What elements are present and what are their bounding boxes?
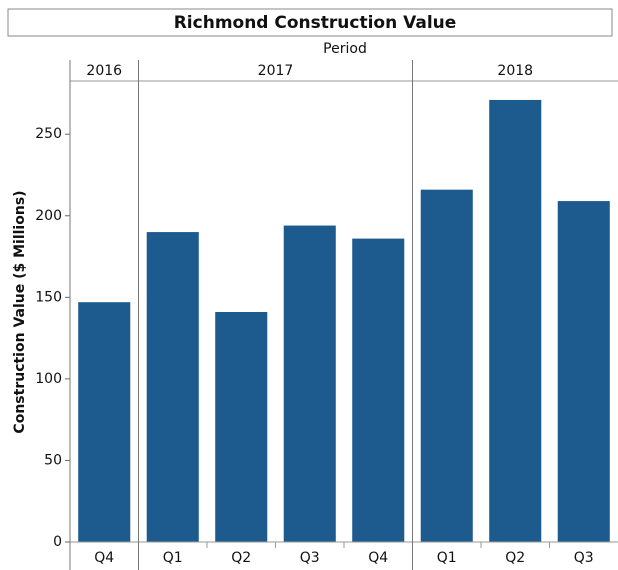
x-tick-label: Q1	[437, 550, 457, 566]
group-label: 2017	[258, 63, 294, 79]
y-tick-label: 50	[44, 452, 62, 468]
x-axis-title: Period	[323, 41, 367, 57]
y-tick-label: 250	[35, 126, 62, 142]
chart-title: Richmond Construction Value	[174, 13, 457, 33]
y-tick-label: 200	[35, 208, 62, 224]
bar	[78, 302, 131, 542]
bar	[352, 238, 405, 542]
title-box	[7, 8, 613, 37]
y-tick-label: 0	[53, 534, 62, 550]
x-tick-label: Q3	[300, 550, 320, 566]
bar	[557, 201, 610, 543]
bar	[215, 312, 268, 542]
x-tick-label: Q2	[505, 550, 525, 566]
x-tick-label: Q1	[163, 550, 183, 566]
x-tick-label: Q2	[231, 550, 251, 566]
x-tick-label: Q4	[94, 550, 114, 566]
bar	[283, 225, 336, 543]
bar	[146, 232, 199, 542]
bar	[489, 99, 542, 542]
x-tick-label: Q4	[368, 550, 388, 566]
y-tick-label: 150	[35, 289, 62, 305]
y-tick-label: 100	[35, 371, 62, 387]
y-axis-title: Construction Value ($ Millions)	[12, 190, 28, 433]
group-label: 2016	[86, 63, 122, 79]
x-tick-label: Q3	[574, 550, 594, 566]
bar	[420, 189, 473, 542]
group-label: 2018	[497, 63, 533, 79]
